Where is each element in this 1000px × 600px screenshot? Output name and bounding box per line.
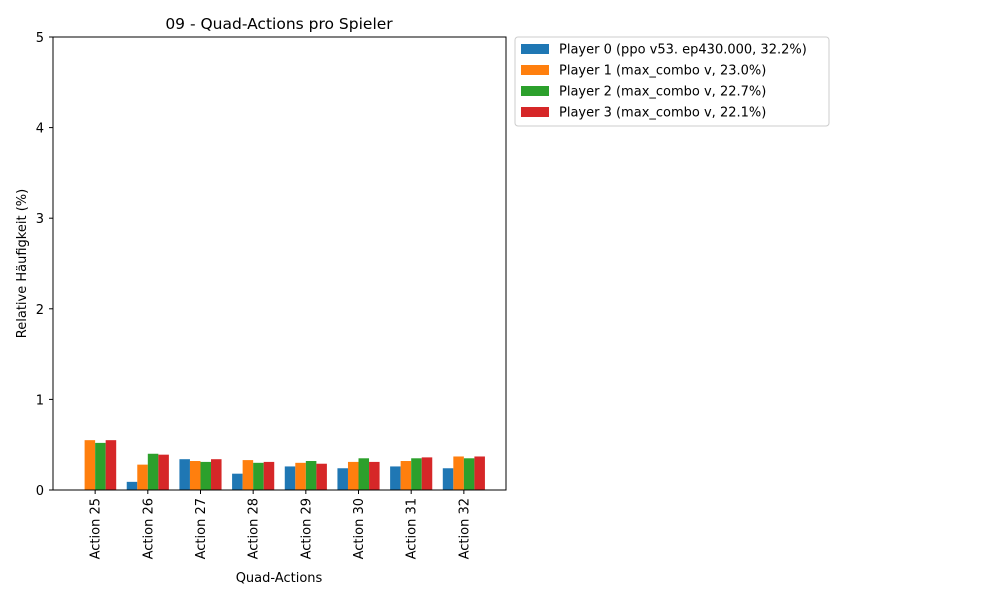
legend-entry-label: Player 3 (max_combo v, 22.1%) <box>559 106 766 121</box>
legend-swatch <box>521 65 549 75</box>
y-tick-label: 2 <box>36 303 44 318</box>
x-axis-label: Quad-Actions <box>236 571 323 586</box>
y-tick-label: 5 <box>36 31 44 46</box>
bar-series-1-action-28 <box>242 460 254 490</box>
x-tick-label: Action 25 <box>89 498 104 559</box>
bar-series-0-action-28 <box>232 473 243 490</box>
y-tick-label: 0 <box>36 484 44 499</box>
bar-series-1-action-27 <box>189 461 201 490</box>
legend-swatch <box>521 107 549 117</box>
bar-series-0-action-31 <box>390 466 401 490</box>
x-tick-label: Action 31 <box>405 498 420 559</box>
bar-series-1-action-26 <box>137 464 148 490</box>
legend-entry-label: Player 2 (max_combo v, 22.7%) <box>559 85 766 100</box>
legend-entry-label: Player 1 (max_combo v, 23.0%) <box>559 64 766 79</box>
bar-series-3-action-30 <box>369 461 380 490</box>
bar-series-2-action-32 <box>463 458 475 490</box>
bar-series-2-action-30 <box>358 458 370 490</box>
legend-entry-label: Player 0 (ppo v53. ep430.000, 32.2%) <box>559 43 807 58</box>
bar-series-1-action-32 <box>453 456 464 490</box>
y-tick-label: 4 <box>36 122 44 137</box>
bar-series-3-action-26 <box>158 454 169 490</box>
bar-series-1-action-30 <box>347 461 359 490</box>
x-tick-label: Action 29 <box>299 498 314 559</box>
legend: Player 0 (ppo v53. ep430.000, 32.2%) Play… <box>514 36 830 127</box>
y-axis: 0 1 2 3 4 5 <box>36 31 53 499</box>
bar-series-1-action-25 <box>84 440 96 490</box>
x-tick-label: Action 30 <box>352 498 367 559</box>
x-tick-label: Action 26 <box>141 498 156 559</box>
bar-series-3-action-31 <box>421 457 433 490</box>
bar-series-3-action-27 <box>211 459 222 490</box>
bar-series-2-action-25 <box>95 442 106 490</box>
bar-series-2-action-26 <box>147 453 159 490</box>
bar-series-2-action-29 <box>305 461 317 490</box>
bar-series-0-action-27 <box>179 459 190 490</box>
y-axis-label: Relative Häufigkeit (%) <box>15 189 30 338</box>
bar-series-0-action-26 <box>126 481 138 490</box>
bar-series-3-action-25 <box>105 440 117 490</box>
x-tick-label: Action 27 <box>194 498 209 559</box>
chart-title: 09 - Quad-Actions pro Spieler <box>165 15 393 33</box>
bar-series-0-action-32 <box>442 468 454 490</box>
legend-frame <box>514 36 830 127</box>
bar-series-2-action-31 <box>411 458 422 490</box>
bars-layer <box>84 440 485 490</box>
bar-series-0-action-29 <box>284 466 296 490</box>
legend-swatch <box>521 44 549 54</box>
bar-series-3-action-29 <box>316 463 327 490</box>
bar-series-1-action-29 <box>295 462 306 490</box>
y-tick-label: 3 <box>36 212 44 227</box>
bar-series-0-action-30 <box>337 468 348 490</box>
bar-series-1-action-31 <box>400 461 412 490</box>
x-axis: Action 25 Action 26 Action 27 Action 28 Acti… <box>89 490 472 559</box>
x-tick-label: Action 32 <box>457 498 472 559</box>
legend-swatch <box>521 86 549 96</box>
x-tick-label: Action 28 <box>247 498 262 559</box>
y-tick-label: 1 <box>36 393 44 408</box>
bar-series-2-action-28 <box>253 462 264 490</box>
bar-series-3-action-32 <box>474 456 485 490</box>
bar-series-3-action-28 <box>263 461 275 490</box>
plot-frame <box>52 36 507 491</box>
bar-series-2-action-27 <box>200 461 212 490</box>
